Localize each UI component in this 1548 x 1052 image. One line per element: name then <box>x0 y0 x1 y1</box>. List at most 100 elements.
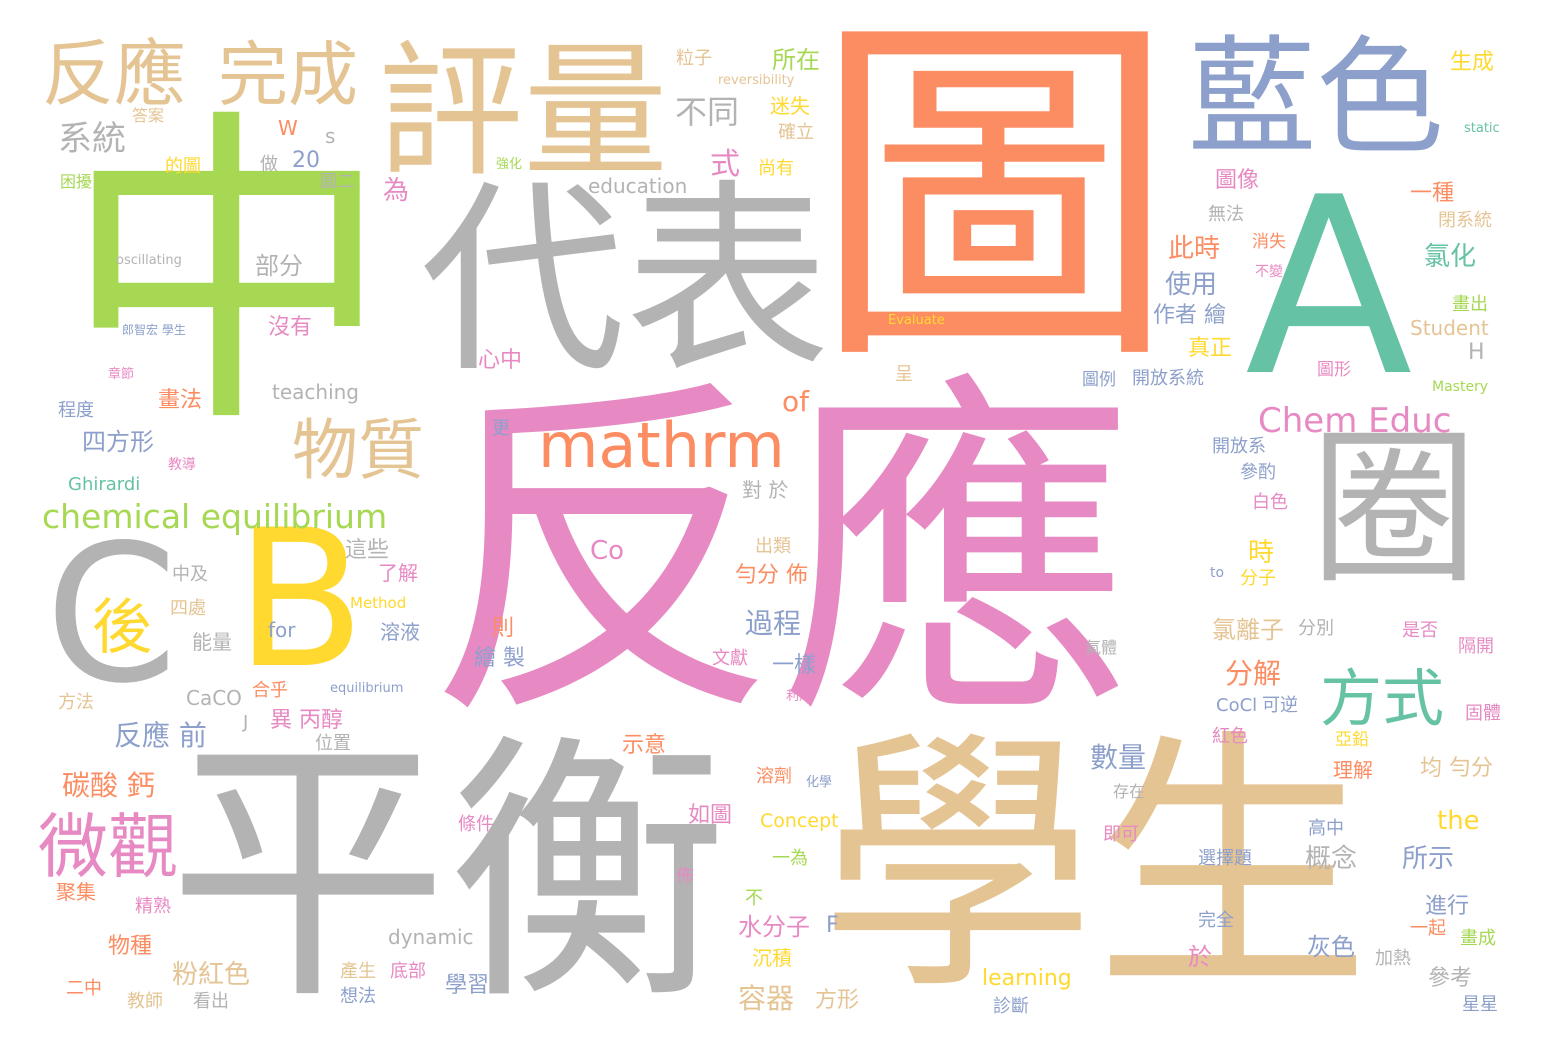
word-education: education <box>588 174 688 198</box>
word-pingliang: 評量 <box>378 28 668 197</box>
word-daan: 答案 <box>132 106 165 125</box>
word-quan: 圈 <box>1310 411 1478 607</box>
word-zhexie: 這些 <box>345 538 390 563</box>
word-equilibrium: equilibrium <box>330 681 404 696</box>
word-oscillating: oscillating <box>116 253 182 268</box>
word-zhangjie: 章節 <box>108 367 135 382</box>
word-queli: 確立 <box>778 122 814 143</box>
word-hou: 後 <box>92 593 152 663</box>
word-bufen: 部分 <box>255 252 303 280</box>
word-pingheng: 平衡 <box>168 712 728 1038</box>
word-langzhihong: 郎智宏 學生 <box>122 323 186 337</box>
word-learning: learning <box>982 966 1072 991</box>
word-chem-educ: Chem Educ <box>1258 401 1452 441</box>
word-teaching: teaching <box>272 380 360 404</box>
word-xitong: 系統 <box>58 119 126 159</box>
word-lizi: 粒子 <box>676 48 712 69</box>
word-sichu: 四處 <box>170 598 206 619</box>
word-dynamic: dynamic <box>388 925 474 949</box>
word-lanse: 藍色 <box>1188 24 1445 173</box>
word-xiangfa: 想法 <box>340 986 376 1007</box>
word-meiyou: 沒有 <box>268 315 313 340</box>
word-yizhong: 一種 <box>1410 181 1455 206</box>
word-wuzhong: 物種 <box>108 934 153 959</box>
word-fanying-qian: 反應 前 <box>114 719 207 752</box>
word-huafa: 畫法 <box>158 388 203 413</box>
word-fanying-small: 反應 <box>42 32 187 116</box>
word-nengliang: 能量 <box>192 630 232 654</box>
word-yiyang: 一樣 <box>772 653 817 678</box>
word-fenbie: 分別 <box>1298 618 1334 639</box>
word-wancheng: 完成 <box>218 34 358 116</box>
word-wuzhi: 物質 <box>292 412 424 489</box>
word-erzhong: 二中 <box>66 978 102 999</box>
word-liaojie: 了解 <box>378 561 418 585</box>
word-cocl: CoCl <box>1216 695 1258 716</box>
word-wufa: 無法 <box>1208 204 1244 225</box>
word-evaluate: Evaluate <box>888 313 945 328</box>
word-the: the <box>1437 806 1480 836</box>
word-geng: 更 <box>492 418 510 439</box>
word-shengcheng: 生成 <box>1450 50 1495 75</box>
word-mishi: 迷失 <box>770 94 810 118</box>
word-wenxian: 文獻 <box>712 648 748 669</box>
word-shifou: 是否 <box>1402 620 1438 641</box>
word-daibiao: 代表 <box>420 163 830 401</box>
word-zhenduan: 診斷 <box>993 996 1029 1017</box>
word-xuanzeti: 選擇題 <box>1198 848 1252 869</box>
word-kanchu: 看出 <box>193 991 229 1012</box>
word-rongji: 溶劑 <box>756 766 792 787</box>
word-jun: 均 <box>488 576 508 600</box>
word-h: H <box>1468 340 1485 365</box>
word-tu: 圖 <box>812 0 1177 410</box>
word-kunrao: 困擾 <box>60 172 93 191</box>
word-cankao: 參考 <box>1428 966 1473 991</box>
word-rongye: 溶液 <box>380 620 420 644</box>
word-gekai: 隔開 <box>1458 636 1494 657</box>
word-weiguan: 微觀 <box>38 806 178 888</box>
word-tuxing: 圖形 <box>1317 360 1351 380</box>
word-huise: 灰色 <box>1307 933 1355 961</box>
word-bixitong: 閉系統 <box>1438 210 1492 231</box>
word-concept: Concept <box>760 810 839 832</box>
word-kaifangxitong: 開放系統 <box>1132 368 1204 389</box>
word-tansuangai: 碳酸 鈣 <box>62 769 155 802</box>
word-method: Method <box>350 594 407 612</box>
word-weizhi: 位置 <box>315 733 351 754</box>
word-20: 20 <box>292 148 320 173</box>
word-jingshu: 精熟 <box>135 896 171 917</box>
word-gaozhong: 高中 <box>1308 818 1344 839</box>
word-tiaojian: 條件 <box>458 814 494 835</box>
word-huaxue: 化學 <box>806 775 833 790</box>
word-xuesheng: 學生 <box>820 707 1370 1027</box>
word-canzhuo: 參酌 <box>1240 462 1276 483</box>
word-jinxing: 進行 <box>1425 894 1470 919</box>
word-chengdu: 程度 <box>58 400 94 421</box>
word-w: W <box>278 116 298 140</box>
word-static: static <box>1464 121 1500 136</box>
word-ze: 則 <box>492 616 515 641</box>
word-shi: 式 <box>710 147 740 182</box>
word-guocheng: 過程 <box>745 607 802 640</box>
word-bubian: 不變 <box>1255 264 1283 280</box>
word-jiaoshi: 教師 <box>127 991 163 1012</box>
word-mathrm: mathrm <box>538 409 785 482</box>
word-rutu: 如圖 <box>688 803 733 828</box>
word-yunfenbu: 勻分 佈 <box>735 563 808 588</box>
word-shiyong: 使用 <box>1165 270 1218 300</box>
word-j: J <box>243 712 249 733</box>
word-co: Co <box>590 536 625 566</box>
word-tuer: 圖二 <box>320 172 354 192</box>
word-wanquan: 完全 <box>1198 910 1234 931</box>
word-zhongji: 中及 <box>172 564 208 585</box>
word-guti: 固體 <box>1465 703 1501 724</box>
word-c: C <box>45 504 178 725</box>
word-bu-not: 不 <box>745 888 763 909</box>
word-b: B <box>235 489 366 710</box>
word-gainian: 概念 <box>1305 844 1358 874</box>
word-cishi: 此時 <box>1168 234 1221 264</box>
word-huizhi: 繪 製 <box>474 646 525 671</box>
word-yiwei: 一為 <box>772 848 808 869</box>
word-zhong: 中 <box>62 83 392 467</box>
